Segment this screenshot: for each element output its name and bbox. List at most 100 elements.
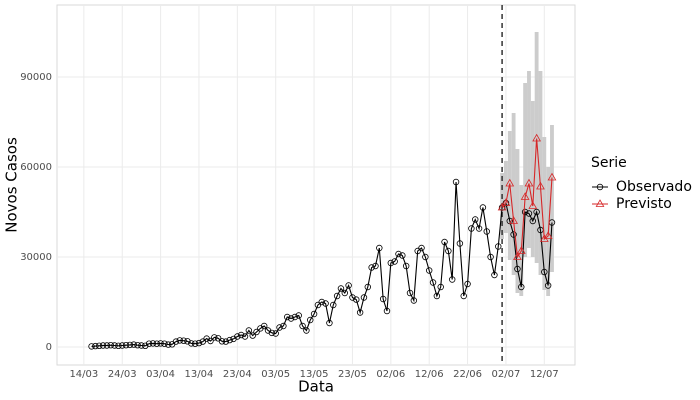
- point: [107, 342, 114, 349]
- point: [218, 338, 226, 345]
- point: [299, 322, 306, 330]
- point: [191, 340, 199, 347]
- point: [364, 283, 371, 291]
- x-axis-title: Data: [298, 378, 334, 396]
- point: [449, 276, 456, 283]
- point: [391, 258, 398, 265]
- point: [122, 342, 130, 349]
- point: [441, 238, 448, 246]
- point: [509, 216, 518, 224]
- point: [103, 342, 111, 349]
- x-tick-label: 02/07: [492, 369, 521, 380]
- point: [145, 340, 153, 347]
- point: [383, 307, 391, 315]
- point: [497, 202, 507, 211]
- point: [372, 262, 379, 270]
- x-tick-label: 03/05: [261, 369, 290, 380]
- point: [543, 231, 553, 239]
- point: [356, 309, 364, 316]
- point: [399, 252, 406, 259]
- point: [291, 313, 299, 321]
- point: [88, 343, 95, 350]
- x-tick-label: 24/03: [108, 369, 137, 380]
- point: [464, 280, 471, 288]
- point: [241, 333, 249, 340]
- y-tick-label: 90000: [20, 72, 52, 83]
- point: [468, 225, 475, 232]
- point: [472, 216, 479, 223]
- point: [237, 331, 245, 339]
- point: [379, 295, 387, 303]
- point: [211, 334, 218, 341]
- y-tick-label: 30000: [20, 252, 52, 263]
- point: [422, 253, 429, 261]
- series-line: [91, 181, 553, 347]
- point: [536, 181, 545, 190]
- point: [161, 340, 168, 347]
- point: [395, 250, 402, 258]
- point: [172, 338, 180, 345]
- point: [188, 340, 195, 347]
- point: [353, 296, 360, 303]
- point: [433, 292, 441, 300]
- point: [521, 208, 529, 216]
- point: [460, 292, 467, 300]
- point: [165, 341, 172, 348]
- point: [487, 253, 494, 261]
- marks: [88, 5, 557, 365]
- point: [184, 338, 191, 345]
- point: [532, 133, 542, 142]
- x-tick-label: 14/03: [69, 369, 98, 380]
- forecast-band: [538, 71, 543, 275]
- point: [349, 294, 356, 301]
- panel: [56, 4, 576, 366]
- point: [406, 289, 414, 297]
- x-tick-label: 12/06: [415, 369, 444, 380]
- point: [495, 243, 502, 250]
- point: [268, 329, 276, 337]
- point: [524, 178, 534, 187]
- x-tick-label: 02/06: [376, 369, 405, 380]
- forecast-band: [519, 185, 524, 296]
- point: [376, 244, 383, 252]
- point: [111, 342, 118, 349]
- point: [326, 319, 333, 327]
- forecast-band: [507, 131, 512, 260]
- point: [402, 262, 410, 270]
- point: [337, 285, 345, 292]
- point: [330, 301, 337, 309]
- point: [276, 324, 283, 331]
- x-tick-label: 12/07: [530, 369, 559, 380]
- forecast-band: [527, 71, 531, 248]
- point: [284, 313, 291, 321]
- point: [452, 178, 460, 186]
- x-tick-label: 23/05: [338, 369, 367, 380]
- point: [222, 338, 230, 345]
- point: [501, 198, 511, 206]
- point: [99, 342, 107, 349]
- point: [533, 208, 540, 216]
- point: [513, 252, 522, 260]
- forecast-band: [530, 101, 535, 257]
- point: [92, 342, 99, 350]
- legend-marker: [596, 183, 604, 191]
- point: [249, 332, 256, 339]
- legend-title: Serie: [591, 155, 627, 171]
- point: [153, 340, 160, 347]
- point: [157, 340, 164, 347]
- point: [119, 342, 126, 349]
- x-tick-label: 03/04: [146, 369, 175, 380]
- point: [425, 267, 433, 274]
- point: [475, 225, 483, 232]
- point: [345, 282, 352, 289]
- point: [207, 337, 214, 345]
- point: [368, 264, 375, 271]
- point: [142, 342, 149, 349]
- point: [360, 294, 368, 301]
- point: [341, 289, 348, 297]
- point: [491, 271, 498, 279]
- point: [115, 342, 122, 349]
- point: [479, 204, 487, 211]
- point: [287, 315, 295, 322]
- point: [456, 240, 464, 247]
